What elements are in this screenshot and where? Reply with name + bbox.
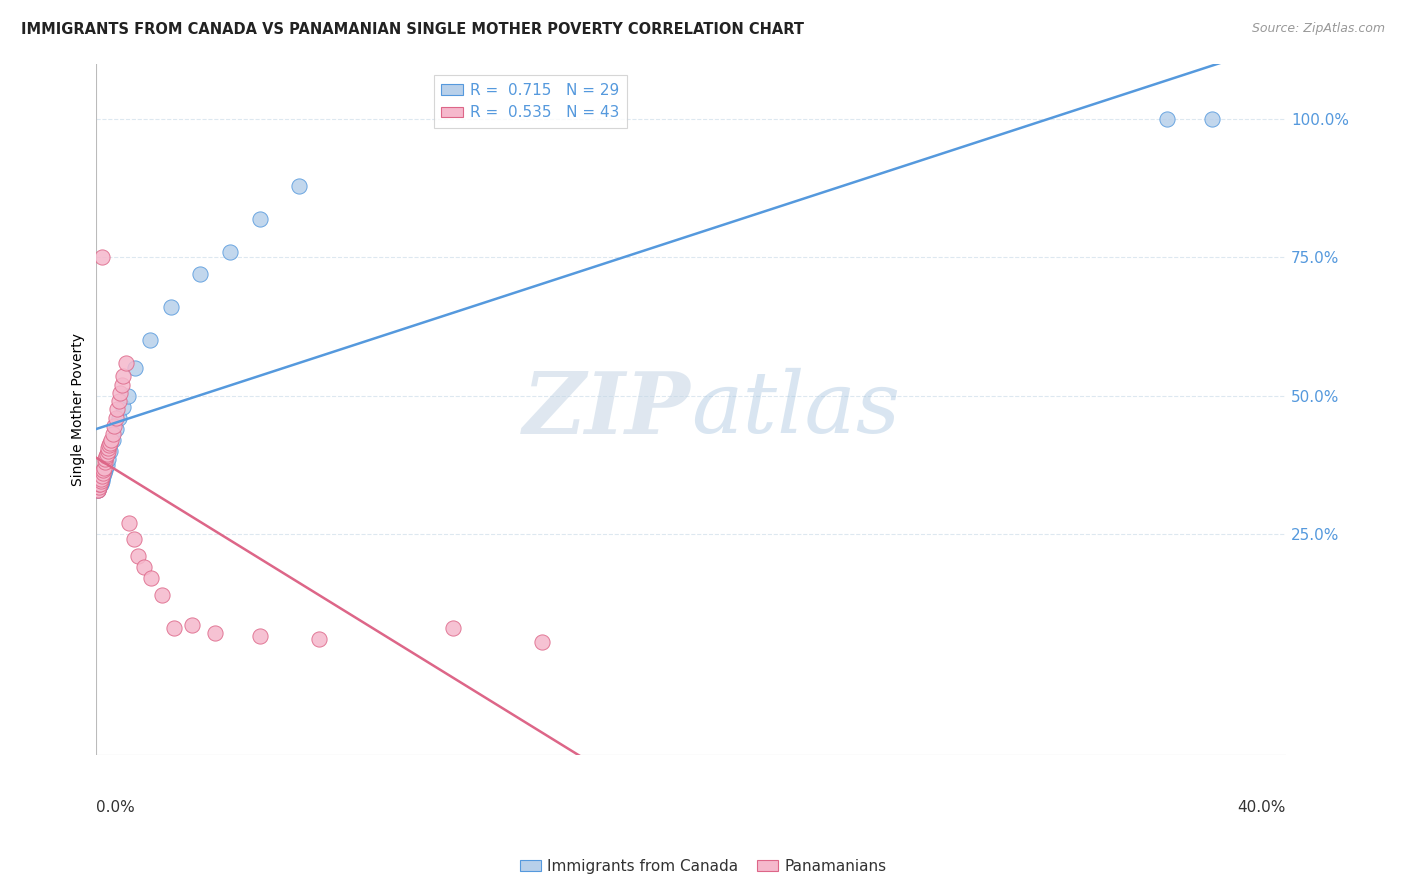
Text: 0.0%: 0.0% bbox=[97, 800, 135, 814]
Point bbox=[91, 472, 114, 486]
Point bbox=[132, 560, 155, 574]
Point bbox=[190, 267, 212, 281]
Point bbox=[97, 441, 120, 455]
Point bbox=[86, 483, 108, 497]
Point bbox=[122, 533, 145, 547]
Point bbox=[124, 361, 146, 376]
Y-axis label: Single Mother Poverty: Single Mother Poverty bbox=[72, 333, 86, 486]
Point bbox=[115, 355, 138, 369]
Point bbox=[91, 251, 114, 265]
Point bbox=[104, 422, 127, 436]
Point bbox=[98, 438, 121, 452]
Point bbox=[103, 419, 125, 434]
Point bbox=[118, 516, 141, 530]
Text: ZIP: ZIP bbox=[523, 368, 692, 451]
Point bbox=[89, 477, 111, 491]
Point bbox=[159, 300, 181, 314]
Point bbox=[97, 444, 120, 458]
Point bbox=[1156, 112, 1178, 127]
Text: Source: ZipAtlas.com: Source: ZipAtlas.com bbox=[1251, 22, 1385, 36]
Point bbox=[180, 618, 202, 632]
Point bbox=[117, 389, 139, 403]
Point bbox=[249, 211, 271, 226]
Point bbox=[98, 444, 121, 458]
Point bbox=[163, 621, 186, 635]
Point bbox=[219, 244, 242, 259]
Point bbox=[441, 621, 464, 635]
Legend: Immigrants from Canada, Panamanians: Immigrants from Canada, Panamanians bbox=[513, 853, 893, 880]
Point bbox=[101, 433, 124, 447]
Point bbox=[93, 463, 115, 477]
Text: atlas: atlas bbox=[692, 368, 900, 450]
Point bbox=[100, 433, 122, 447]
Point bbox=[141, 571, 163, 585]
Point bbox=[107, 394, 129, 409]
Point bbox=[108, 385, 131, 400]
Point bbox=[287, 178, 309, 193]
Point bbox=[90, 472, 112, 486]
Point bbox=[98, 435, 121, 450]
Text: IMMIGRANTS FROM CANADA VS PANAMANIAN SINGLE MOTHER POVERTY CORRELATION CHART: IMMIGRANTS FROM CANADA VS PANAMANIAN SIN… bbox=[21, 22, 804, 37]
Point bbox=[127, 549, 149, 563]
Point bbox=[87, 480, 110, 494]
Point bbox=[87, 483, 110, 497]
Point bbox=[1201, 112, 1223, 127]
Point bbox=[112, 369, 135, 384]
Legend: R =  0.715   N = 29, R =  0.535   N = 43: R = 0.715 N = 29, R = 0.535 N = 43 bbox=[433, 75, 627, 128]
Point bbox=[90, 468, 112, 483]
Point bbox=[93, 463, 115, 477]
Point bbox=[112, 400, 135, 414]
Point bbox=[89, 477, 111, 491]
Point bbox=[93, 466, 115, 480]
Point bbox=[89, 477, 111, 491]
Point bbox=[94, 460, 117, 475]
Point bbox=[107, 410, 129, 425]
Point bbox=[105, 402, 128, 417]
Point bbox=[93, 455, 115, 469]
Point bbox=[94, 450, 117, 464]
Point bbox=[89, 477, 111, 491]
Point bbox=[91, 466, 114, 480]
Point bbox=[139, 334, 162, 348]
Point bbox=[97, 452, 120, 467]
Point bbox=[150, 588, 173, 602]
Point bbox=[90, 475, 112, 489]
Point bbox=[87, 483, 110, 497]
Point bbox=[96, 447, 118, 461]
Point bbox=[96, 458, 118, 472]
Point bbox=[104, 410, 127, 425]
Point bbox=[93, 460, 115, 475]
Point bbox=[89, 475, 111, 489]
Point bbox=[111, 377, 134, 392]
Point bbox=[87, 480, 110, 494]
Point bbox=[90, 475, 112, 489]
Point bbox=[204, 626, 226, 640]
Point bbox=[308, 632, 330, 646]
Point bbox=[249, 629, 271, 643]
Text: 40.0%: 40.0% bbox=[1237, 800, 1286, 814]
Point bbox=[101, 427, 124, 442]
Point bbox=[94, 452, 117, 467]
Point bbox=[87, 480, 110, 494]
Point bbox=[91, 468, 114, 483]
Point bbox=[531, 634, 554, 648]
